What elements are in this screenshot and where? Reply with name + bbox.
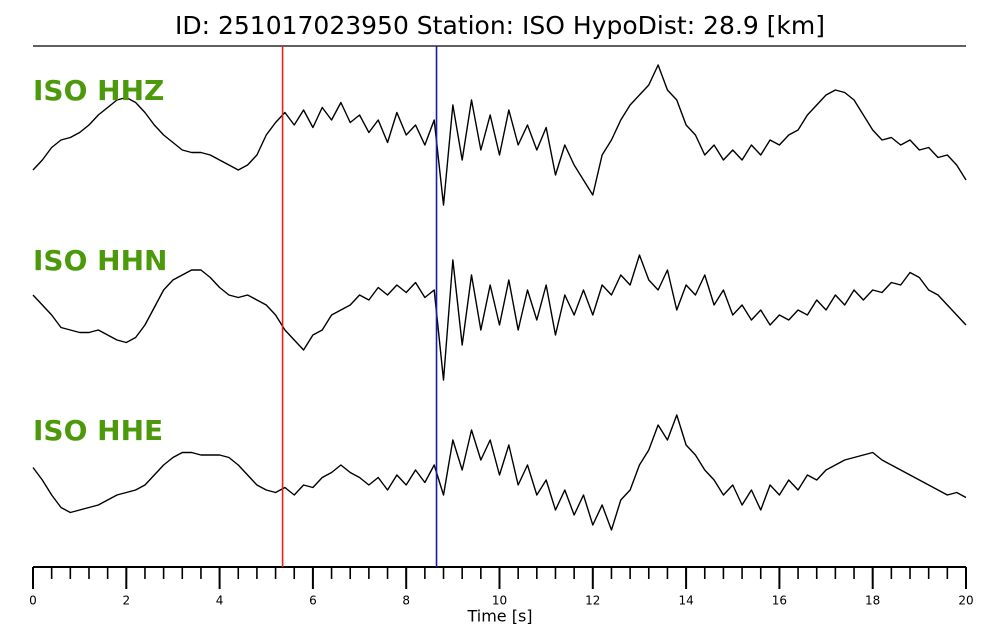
- x-tick-label: 20: [958, 594, 973, 608]
- trace-label: ISO HHN: [33, 244, 167, 277]
- x-tick-label: 12: [585, 594, 600, 608]
- x-tick-label: 2: [122, 594, 130, 608]
- x-tick-label: 18: [865, 594, 880, 608]
- waveform: [32, 64, 967, 206]
- chart-title: ID: 251017023950 Station: ISO HypoDist: …: [175, 11, 825, 40]
- waveform: [32, 254, 967, 381]
- x-tick-label: 14: [678, 594, 693, 608]
- waveform: [32, 414, 967, 531]
- x-tick-label: 4: [216, 594, 224, 608]
- x-axis-label: Time [s]: [466, 607, 532, 626]
- x-tick-label: 6: [309, 594, 317, 608]
- x-tick-label: 10: [492, 594, 507, 608]
- x-tick-label: 16: [772, 594, 787, 608]
- trace-label: ISO HHE: [33, 414, 163, 447]
- x-tick-label: 8: [402, 594, 410, 608]
- trace-label: ISO HHZ: [33, 74, 164, 107]
- x-tick-label: 0: [29, 594, 37, 608]
